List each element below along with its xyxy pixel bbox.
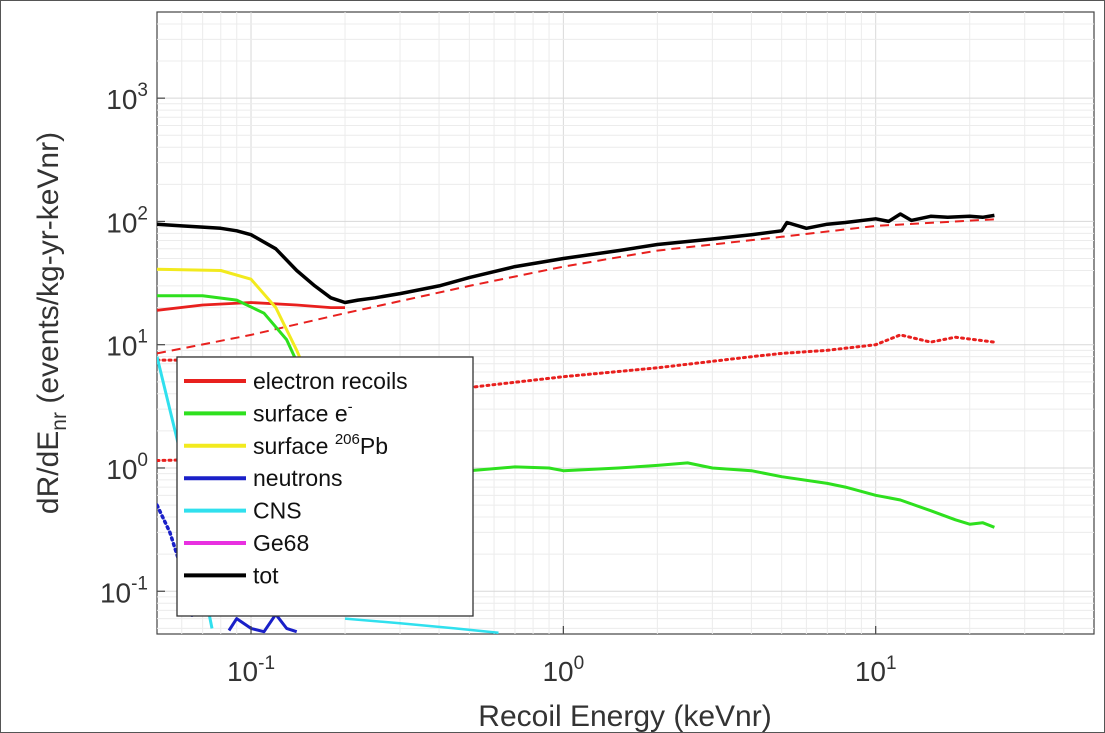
legend-label: CNS <box>253 498 302 524</box>
series-line <box>157 212 995 305</box>
x-axis-title: Recoil Energy (keVnr) <box>478 700 771 733</box>
legend-label: surface e- <box>253 398 353 426</box>
series-line <box>157 294 308 383</box>
axis-ticks: 10-1 100 101 10-1 100 101 102 103 <box>100 80 897 687</box>
series-line <box>157 218 995 355</box>
x-tick-label: 10-1 <box>227 653 275 687</box>
y-axis-title: dR/dEnr (events/kg-yr-keVnr) <box>32 132 71 514</box>
series-line <box>438 461 995 529</box>
series-line <box>157 267 312 383</box>
legend-label: surface 206Pb <box>253 431 388 459</box>
x-tick-label: 100 <box>542 653 584 687</box>
legend-label: neutrons <box>253 465 343 491</box>
y-axis-title-rest: (events/kg-yr-keVnr) <box>32 132 65 412</box>
legend-label: tot <box>253 562 279 588</box>
y-tick-label: 101 <box>106 327 148 362</box>
y-axis-title-sub: nr <box>48 412 71 431</box>
series-line <box>344 617 499 634</box>
y-tick-label: 102 <box>106 203 148 238</box>
x-tick-label: 101 <box>855 653 897 687</box>
y-tick-label: 103 <box>106 80 148 115</box>
legend-box <box>176 356 474 617</box>
y-tick-label: 100 <box>106 450 148 485</box>
y-axis-title-main: dR/dE <box>32 431 65 514</box>
legend: electron recoils surface e-surface 206Pb n… <box>176 356 474 617</box>
series-line <box>227 612 298 634</box>
legend-label: Ge68 <box>253 530 309 556</box>
legend-label: electron recoils <box>253 368 408 394</box>
y-tick-label: 10-1 <box>100 573 148 608</box>
